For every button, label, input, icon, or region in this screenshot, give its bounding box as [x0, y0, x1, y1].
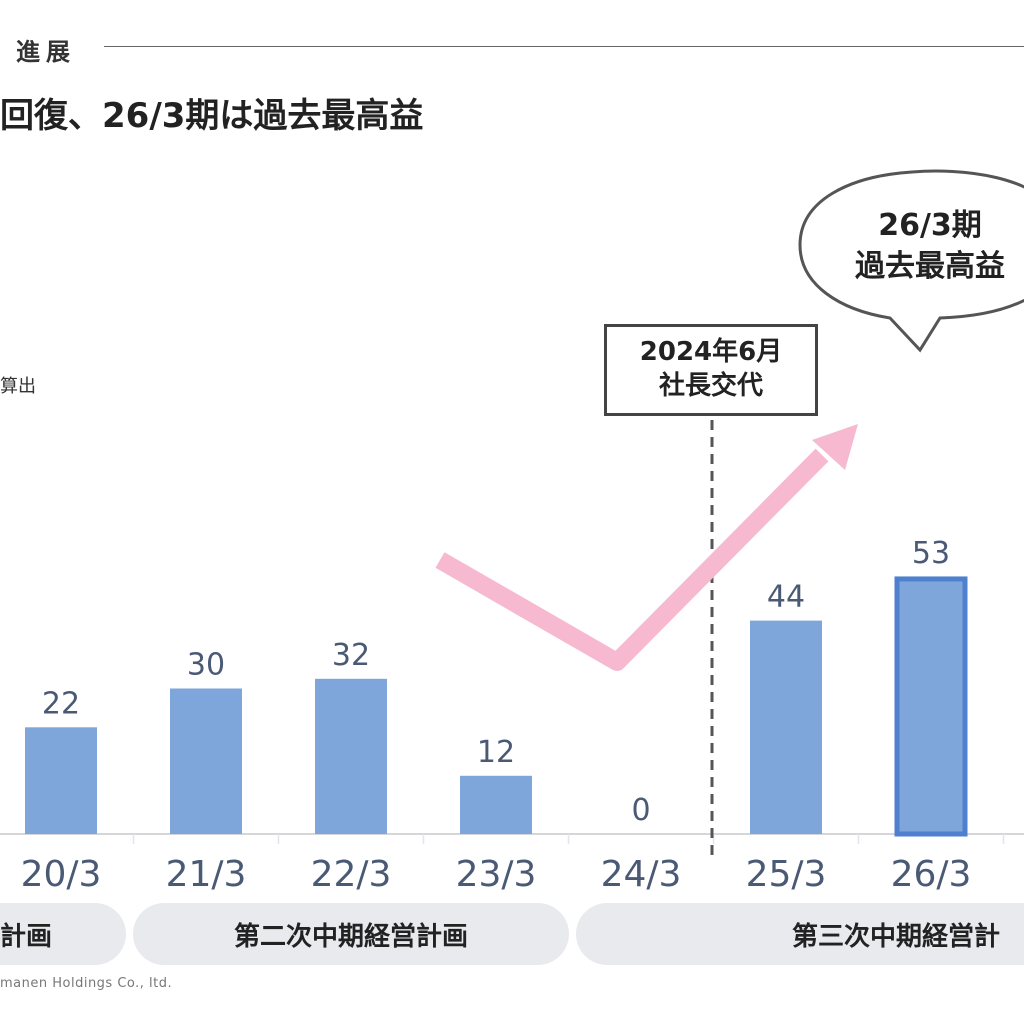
speech-bubble-shape [798, 169, 1024, 353]
x-tick-label: 22/3 [311, 854, 392, 895]
data-label: 12 [477, 735, 515, 770]
data-label: 22 [42, 686, 80, 721]
x-tick-label: 21/3 [166, 854, 247, 895]
bar [315, 678, 387, 834]
data-label: 32 [332, 638, 370, 673]
plan-pill-third: 第三次中期経営計 [576, 903, 1024, 965]
bar [25, 727, 97, 834]
section-label: 進展 [16, 38, 76, 66]
x-tick-label: 26/3 [891, 854, 972, 895]
bar [170, 688, 242, 834]
plan-pill-second: 第二次中期経営計画 [133, 903, 569, 965]
ceo-change-date: 2024年6月 [639, 337, 783, 368]
bar [750, 620, 822, 834]
section-divider [104, 46, 1024, 47]
copyright-text: manen Holdings Co., ltd. [0, 976, 173, 991]
plan-label-second: 第二次中期経営計画 [233, 921, 468, 952]
record-profit-bubble-text: 26/3期 過去最高益 [800, 206, 1024, 287]
bar-highlighted [894, 576, 968, 837]
x-tick-label: 20/3 [21, 854, 102, 895]
ceo-change-text: 社長交代 [658, 371, 763, 401]
trend-arrow-head [812, 424, 858, 470]
ceo-change-callout: 2024年6月 社長交代 [604, 324, 818, 416]
data-label: 53 [912, 536, 950, 571]
data-label: 44 [767, 580, 805, 615]
plan-label-third: 第三次中期経営計 [792, 921, 1001, 952]
trend-arrow-line [435, 448, 829, 671]
unit-note: 算出 [0, 376, 36, 397]
bar [460, 775, 532, 834]
data-label: 30 [187, 648, 225, 683]
x-tick-label: 25/3 [746, 854, 827, 895]
record-profit-period: 26/3期 [878, 208, 982, 243]
record-profit-label: 過去最高益 [855, 248, 1005, 284]
data-label: 0 [631, 793, 650, 828]
plan-pill-first: 計画 [0, 903, 126, 965]
plan-label-first: 計画 [0, 921, 52, 952]
page-title: 回復、26/3期は過去最高益 [0, 96, 424, 136]
x-tick-label: 23/3 [456, 854, 537, 895]
x-tick-label: 24/3 [601, 854, 682, 895]
